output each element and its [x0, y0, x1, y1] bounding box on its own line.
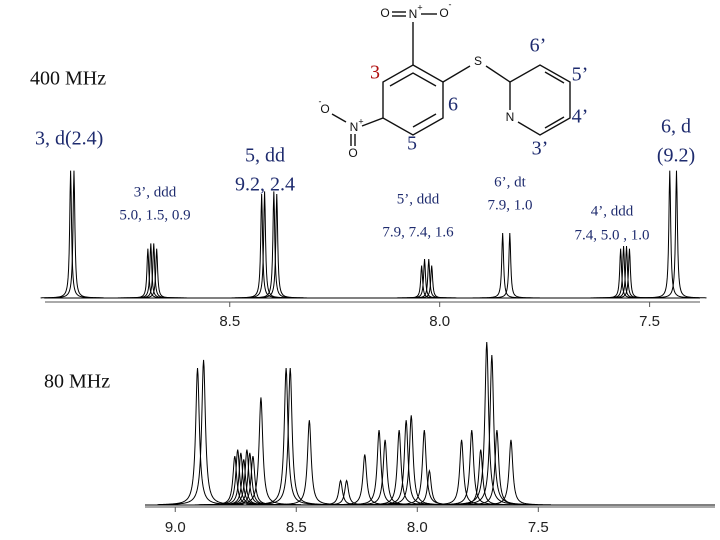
peak-annotation: 5’, ddd — [397, 191, 440, 207]
peak — [206, 449, 287, 506]
atom-label: O — [439, 6, 448, 20]
benzene-ring — [382, 64, 444, 136]
x-tick-label: 8.0 — [407, 519, 428, 536]
position-label: 6 — [448, 94, 458, 116]
peak — [269, 420, 350, 506]
peak-annotation: 4’, ddd — [591, 203, 634, 219]
double-bond — [389, 72, 437, 87]
chart-title: 400 MHz — [30, 68, 106, 90]
peak — [359, 429, 440, 506]
atom-label: S — [474, 54, 482, 68]
position-label: 4’ — [572, 106, 589, 128]
double-bond — [544, 116, 565, 129]
charge-label: - — [449, 0, 452, 9]
pyridine-ring — [509, 64, 571, 136]
peak — [470, 439, 551, 506]
atom-label: N — [409, 7, 418, 21]
peak-annotation: 7.4, 5.0 , 1.0 — [575, 227, 650, 243]
peak — [384, 429, 465, 506]
x-tick-label: 8.5 — [219, 313, 240, 330]
x-tick-label: 9.0 — [165, 519, 186, 536]
position-label: 5 — [407, 133, 417, 155]
position-label: 3’ — [532, 138, 549, 160]
peak — [394, 258, 455, 299]
peak — [246, 193, 307, 299]
atom-label: O — [320, 102, 329, 116]
peak-annotation: 3, d(2.4) — [35, 128, 103, 150]
bond — [442, 65, 471, 83]
peak-annotation: 7.9, 7.4, 1.6 — [382, 224, 454, 240]
peak-annotation: 9.2, 2.4 — [235, 174, 295, 196]
peak-annotation: 3’, ddd — [134, 184, 177, 200]
double-bond — [544, 71, 565, 84]
position-label: 6’ — [530, 35, 547, 57]
bond — [361, 117, 384, 127]
peak — [398, 258, 459, 299]
peak — [40, 170, 101, 299]
peak — [306, 479, 387, 506]
x-tick-label: 7.5 — [639, 313, 660, 330]
charge-label: + — [358, 116, 363, 126]
atom-label: O — [380, 6, 389, 20]
peak — [126, 248, 187, 299]
atom-label: N — [506, 110, 515, 124]
bond — [485, 65, 511, 83]
position-label: 5’ — [572, 64, 589, 86]
peak — [43, 170, 104, 299]
x-tick-label: 7.5 — [528, 519, 549, 536]
peak — [250, 368, 331, 506]
bond — [331, 113, 347, 123]
peak — [401, 265, 462, 299]
atom-label: O — [348, 146, 357, 160]
peak — [157, 368, 238, 506]
peak-annotation: 6, d — [661, 116, 691, 138]
charge-label: + — [417, 2, 422, 12]
peak — [246, 368, 327, 506]
structure — [331, 11, 571, 146]
peak-annotation: 7.9, 1.0 — [488, 197, 533, 213]
peak — [472, 232, 533, 299]
position-label: 3 — [370, 62, 380, 84]
x-tick-label: 8.5 — [286, 519, 307, 536]
chart-title: 80 MHz — [44, 371, 110, 393]
peak-annotation: 5.0, 1.5, 0.9 — [119, 207, 190, 223]
peak-annotation: (9.2) — [657, 145, 695, 167]
peak — [479, 232, 540, 299]
peak-annotation: 6’, dt — [494, 174, 526, 190]
atom-label: N — [350, 120, 359, 134]
peak — [197, 449, 278, 506]
x-tick-label: 8.0 — [429, 313, 450, 330]
charge-label: - — [319, 96, 322, 106]
peak — [646, 170, 707, 299]
peak — [163, 359, 244, 506]
peak — [456, 429, 537, 506]
double-bond — [412, 113, 437, 128]
peak-annotation: 5, dd — [245, 145, 285, 167]
